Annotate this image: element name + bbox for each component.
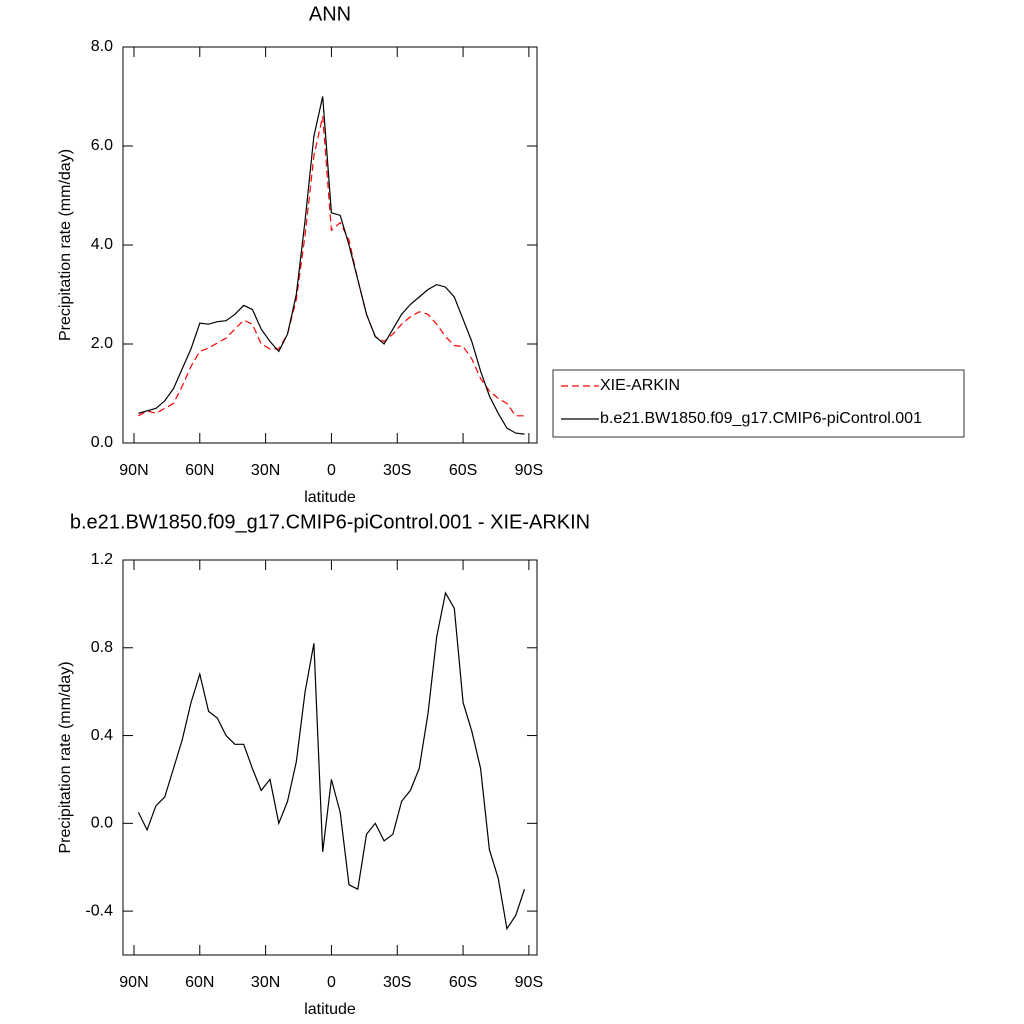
y-tick-label: 4.0 [91, 236, 113, 253]
y-tick-label: 1.2 [91, 551, 113, 568]
chart-title: b.e21.BW1850.f09_g17.CMIP6-piControl.001… [70, 511, 590, 533]
y-tick-label: 8.0 [91, 38, 113, 55]
x-tick-label: 30S [383, 974, 411, 991]
x-tick-label: 90S [515, 462, 543, 479]
series-line [138, 96, 525, 435]
x-tick-label: 60N [185, 974, 214, 991]
legend-box [552, 369, 965, 438]
x-tick-label: 0 [327, 462, 336, 479]
series-line [138, 116, 525, 417]
x-tick-label: 60N [185, 462, 214, 479]
y-tick-label: 6.0 [91, 137, 113, 154]
x-tick-label: 30N [251, 974, 280, 991]
chart-title: ANN [309, 3, 351, 25]
x-axis-label: latitude [304, 489, 356, 506]
y-tick-label: 0.8 [91, 639, 113, 656]
x-axis-label: latitude [304, 1001, 356, 1018]
legend-label: XIE-ARKIN [600, 377, 680, 394]
x-tick-label: 30S [383, 462, 411, 479]
x-tick-label: 30N [251, 462, 280, 479]
y-tick-label: 2.0 [91, 335, 113, 352]
series-line [137, 591, 526, 931]
legend-label: b.e21.BW1850.f09_g17.CMIP6-piControl.001 [600, 410, 922, 427]
x-tick-label: 60S [449, 974, 477, 991]
y-tick-label: 0.0 [91, 815, 113, 832]
y-axis-label: Precipitation rate (mm/day) [57, 149, 74, 341]
x-tick-label: 90S [515, 974, 543, 991]
y-axis-label: Precipitation rate (mm/day) [57, 661, 74, 853]
x-tick-label: 0 [327, 974, 336, 991]
y-tick-label: 0.0 [91, 434, 113, 451]
x-tick-label: 60S [449, 462, 477, 479]
x-tick-label: 90N [119, 462, 148, 479]
plot-frame [122, 559, 538, 956]
x-tick-label: 90N [119, 974, 148, 991]
plot-frame [122, 46, 538, 444]
y-tick-label: -0.4 [85, 902, 113, 919]
y-tick-label: 0.4 [91, 727, 113, 744]
